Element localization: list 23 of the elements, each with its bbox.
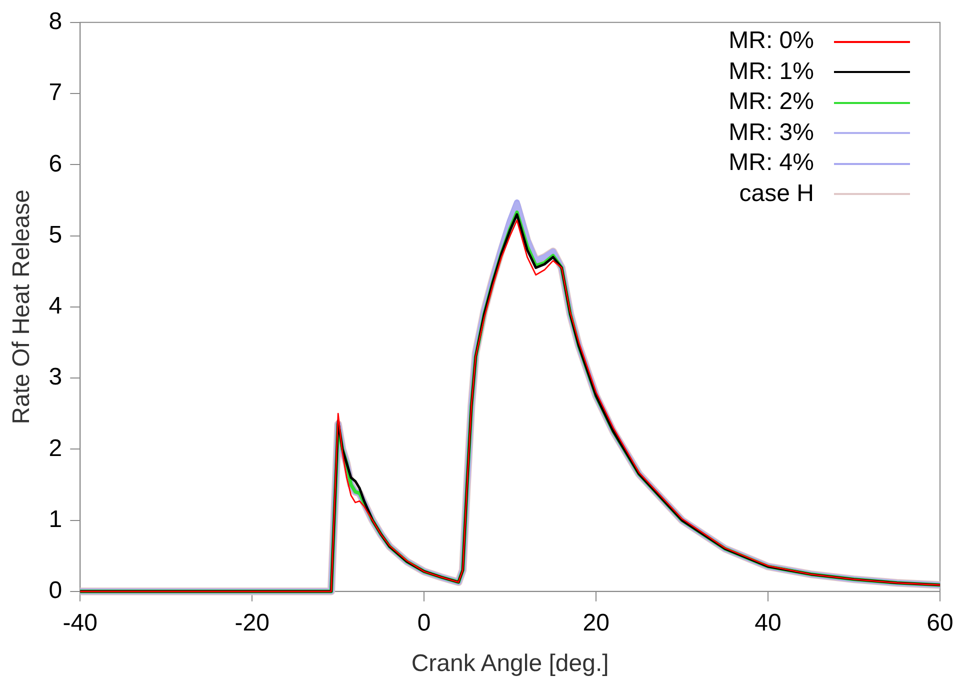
x-tick-label: -20 [234,609,270,636]
x-tick-label: 40 [754,609,782,636]
y-tick-label: 1 [48,506,62,533]
x-tick-label: -40 [62,609,98,636]
y-tick-label: 0 [48,577,62,604]
legend-label: MR: 2% [728,87,814,118]
legend-label: case H [739,178,814,209]
y-tick-label: 7 [48,79,62,106]
y-axis-title: Rate Of Heat Release [8,190,36,424]
x-tick-label: 60 [926,609,954,636]
y-tick-label: 4 [48,292,62,320]
x-tick-label: 0 [417,609,431,636]
y-tick-label: 6 [48,150,62,178]
y-tick-label: 2 [48,434,62,462]
legend-label: MR: 1% [728,56,814,87]
y-tick-label: 8 [48,8,62,36]
y-tick-label: 5 [48,221,62,248]
legend-label: MR: 3% [728,118,814,148]
x-axis-title: Crank Angle [deg.] [411,650,609,678]
legend-label: MR: 4% [728,148,814,178]
legend-label: MR: 0% [728,26,814,56]
x-tick-label: 20 [582,609,610,636]
y-tick-label: 3 [48,364,62,391]
